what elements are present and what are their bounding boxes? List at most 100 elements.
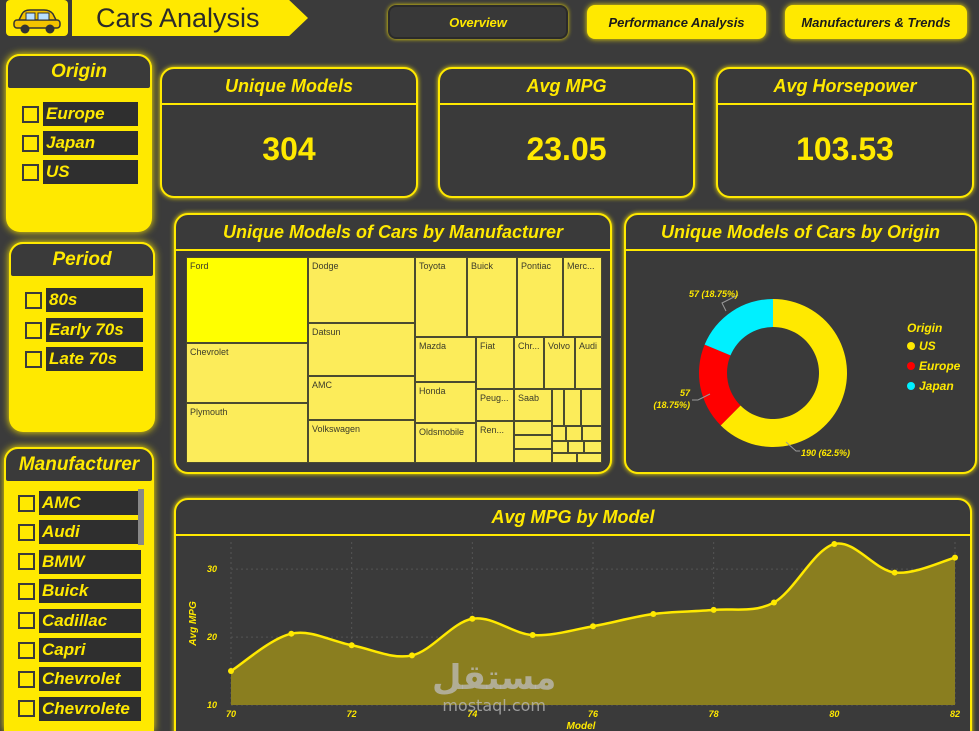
origin-item-japan[interactable]: Japan — [22, 131, 138, 155]
data-point[interactable] — [409, 652, 415, 659]
treemap-cell[interactable] — [581, 389, 602, 426]
donut-slice-us[interactable] — [720, 299, 847, 447]
legend-label: US — [919, 339, 936, 353]
data-point[interactable] — [590, 623, 596, 630]
period-item-early-70s[interactable]: Early 70s — [25, 318, 143, 342]
tab-manufacturers-trends[interactable]: Manufacturers & Trends — [785, 5, 967, 39]
checkbox[interactable] — [18, 494, 35, 512]
checkbox[interactable] — [18, 700, 35, 718]
manufacturer-slicer-title: Manufacturer — [4, 447, 154, 483]
treemap-cell[interactable]: Merc... — [563, 257, 602, 337]
period-item-80s[interactable]: 80s — [25, 288, 143, 312]
treemap-cell[interactable]: Ren... — [476, 421, 514, 463]
treemap-chart[interactable]: Ford Chevrolet Plymouth Dodge Datsun AMC Volks… — [186, 257, 602, 463]
treemap-cell[interactable]: Honda — [415, 382, 476, 423]
treemap-cell[interactable]: Datsun — [308, 323, 415, 376]
origin-slicer: Origin Europe Japan US — [6, 54, 152, 232]
data-point[interactable] — [952, 554, 958, 561]
checkbox[interactable] — [18, 670, 35, 688]
legend-item-europe[interactable]: Europe — [907, 359, 960, 373]
checkbox[interactable] — [25, 350, 42, 368]
treemap-cell[interactable]: Buick — [467, 257, 517, 337]
treemap-cell[interactable] — [552, 441, 568, 453]
x-tick-label: 70 — [226, 709, 236, 719]
checkbox[interactable] — [22, 105, 39, 123]
data-point[interactable] — [771, 599, 777, 606]
manufacturer-item[interactable]: AMC — [18, 491, 141, 515]
checkbox[interactable] — [18, 641, 35, 659]
data-point[interactable] — [650, 610, 657, 617]
treemap-cell[interactable]: Fiat — [476, 337, 514, 389]
manufacturer-item[interactable]: Cadillac — [18, 608, 141, 633]
legend-item-us[interactable]: US — [907, 339, 960, 353]
treemap-cell[interactable] — [552, 389, 564, 426]
manufacturer-item[interactable]: Chevrolet — [18, 667, 141, 692]
manufacturer-item[interactable]: Chevrolete — [18, 696, 141, 721]
data-point[interactable] — [469, 615, 476, 622]
treemap-cell[interactable] — [582, 426, 602, 441]
treemap-cell[interactable]: Saab — [514, 389, 552, 421]
manufacturer-item[interactable]: BMW — [18, 549, 141, 574]
treemap-cell[interactable]: Pontiac — [517, 257, 563, 337]
tab-performance-analysis[interactable]: Performance Analysis — [587, 5, 766, 39]
checkbox[interactable] — [18, 582, 35, 600]
data-point[interactable] — [228, 668, 234, 675]
data-point[interactable] — [529, 632, 536, 639]
treemap-cell[interactable]: Toyota — [415, 257, 467, 337]
treemap-cell[interactable]: Dodge — [308, 257, 415, 323]
checkbox[interactable] — [18, 612, 35, 630]
origin-item-europe[interactable]: Europe — [22, 102, 138, 126]
treemap-cell[interactable] — [514, 435, 552, 449]
treemap-cell[interactable]: Oldsmobile — [415, 423, 476, 463]
manufacturer-slicer: Manufacturer AMC Audi BMW Buick Cadillac Capr… — [4, 447, 154, 731]
treemap-cell[interactable] — [568, 441, 584, 453]
period-item-late-70s[interactable]: Late 70s — [25, 347, 143, 371]
treemap-cell[interactable]: Volvo — [544, 337, 575, 389]
car-logo-icon — [6, 0, 68, 36]
y-tick-label: 20 — [206, 632, 217, 642]
checkbox[interactable] — [18, 523, 35, 541]
treemap-cell[interactable]: Audi — [575, 337, 602, 389]
data-point[interactable] — [831, 541, 838, 548]
treemap-cell[interactable]: Plymouth — [186, 403, 308, 463]
manufacturer-scrollbar[interactable] — [138, 489, 144, 545]
treemap-cell[interactable]: Chevrolet — [186, 343, 308, 403]
checkbox[interactable] — [18, 553, 35, 571]
treemap-cell[interactable] — [514, 421, 552, 435]
data-point[interactable] — [288, 630, 295, 637]
x-tick-label: 82 — [950, 709, 960, 719]
data-point[interactable] — [891, 569, 898, 576]
donut-slice-europe[interactable] — [699, 344, 741, 426]
treemap-cell[interactable]: Volkswagen — [308, 420, 415, 463]
donut-slice-japan[interactable] — [704, 299, 773, 356]
data-point[interactable] — [348, 642, 355, 649]
treemap-cell[interactable] — [514, 449, 552, 463]
manufacturer-item[interactable]: Audi — [18, 520, 141, 545]
treemap-cell[interactable] — [577, 453, 602, 463]
legend-label: Japan — [919, 379, 954, 393]
origin-item-us[interactable]: US — [22, 160, 138, 184]
checkbox[interactable] — [22, 134, 39, 152]
treemap-cell[interactable] — [552, 426, 566, 441]
treemap-cell[interactable] — [564, 389, 581, 426]
data-point[interactable] — [710, 606, 717, 613]
checkbox[interactable] — [25, 321, 42, 339]
treemap-cell[interactable]: Peug... — [476, 389, 514, 421]
treemap-cell[interactable]: AMC — [308, 376, 415, 420]
manufacturer-item[interactable]: Capri — [18, 638, 141, 662]
treemap-cell[interactable] — [584, 441, 602, 453]
legend-item-japan[interactable]: Japan — [907, 379, 960, 393]
treemap-cell[interactable]: Chr... — [514, 337, 544, 389]
tab-overview[interactable]: Overview — [388, 5, 568, 39]
treemap-cell[interactable]: Mazda — [415, 337, 476, 382]
mpg-chart-card: Avg MPG by Model 10 20 30 70 72 74 76 78 80 82 Mod… — [174, 498, 972, 731]
donut-chart[interactable]: 190 (62.5%) 57 (18.75%) 57 (18.75%) — [626, 253, 975, 474]
checkbox[interactable] — [22, 163, 39, 181]
checkbox[interactable] — [25, 291, 42, 309]
manufacturer-item[interactable]: Buick — [18, 579, 141, 604]
treemap-cell[interactable] — [552, 453, 577, 463]
treemap-cell[interactable] — [566, 426, 582, 441]
treemap-cell[interactable]: Ford — [186, 257, 308, 343]
mpg-area-chart[interactable]: 10 20 30 70 72 74 76 78 80 82 Model Avg MPG — [176, 538, 970, 731]
y-tick-label: 10 — [207, 700, 217, 710]
